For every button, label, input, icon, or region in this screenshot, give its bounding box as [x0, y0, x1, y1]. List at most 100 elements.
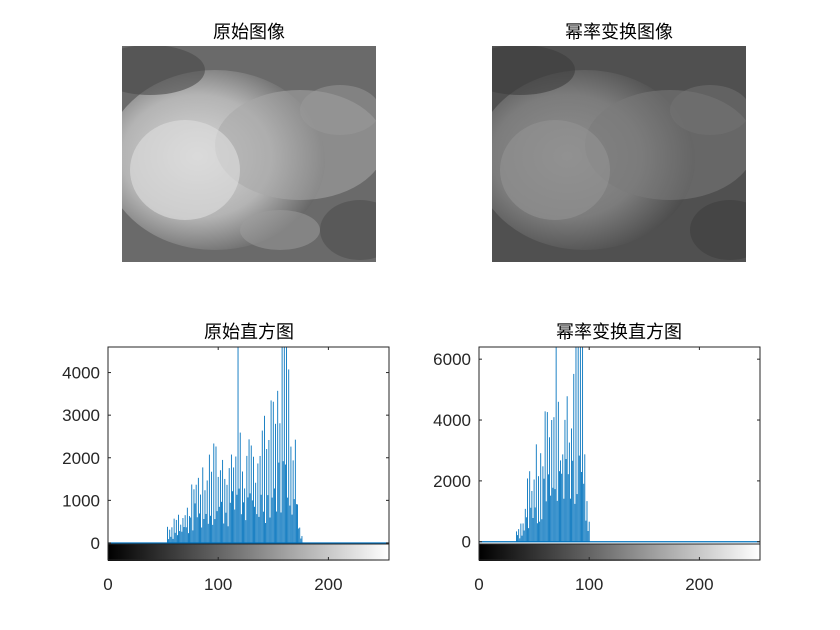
histogram-bar-original: [184, 515, 186, 543]
histogram-bar-original: [176, 535, 178, 543]
histogram-bar-power-law: [555, 347, 557, 542]
histogram-bar-power-law: [542, 466, 544, 542]
histogram-bar-original: [189, 516, 190, 543]
histogram-original: 原始直方图 0 1000 2000 3000 4000 0 100 200: [62, 322, 390, 594]
histogram-bar-original: [300, 538, 302, 543]
histogram-bar-original: [169, 529, 171, 543]
histogram-bars-power-law: [479, 347, 760, 543]
histogram-bar-power-law: [533, 479, 535, 542]
histogram-bar-original: [200, 494, 201, 543]
histogram-bar-original: [222, 459, 224, 543]
axes-box-original: [107, 346, 390, 561]
histogram-bar-power-law: [518, 529, 520, 542]
histogram-bar-power-law: [534, 507, 536, 542]
x-tick-label: 200: [685, 575, 713, 594]
histogram-bar-original: [194, 503, 196, 543]
histogram-bar-original: [275, 423, 276, 543]
histogram-bar-original: [212, 524, 214, 543]
histogram-bar-original: [227, 526, 229, 543]
histogram-bar-original: [186, 507, 188, 543]
histogram-power-law: 幂率变换直方图 0 2000 4000 6000 0 100 200: [433, 322, 761, 594]
histogram-bar-original: [178, 514, 179, 543]
histogram-bar-original: [267, 495, 269, 543]
histogram-bar-power-law: [553, 417, 555, 542]
histogram-bar-original: [219, 470, 221, 543]
histogram-bar-power-law: [575, 347, 577, 542]
histogram-bar-power-law: [540, 453, 542, 542]
histogram-bar-original: [223, 523, 225, 543]
histogram-bar-original: [301, 536, 303, 543]
histogram-bar-power-law: [576, 494, 578, 542]
histogram-bar-original: [284, 464, 286, 543]
histogram-bar-power-law: [535, 444, 537, 542]
histogram-bar-original: [276, 511, 278, 543]
histogram-bar-original: [272, 401, 274, 543]
histogram-bar-power-law: [532, 517, 534, 542]
histogram-bar-original: [235, 456, 237, 543]
histogram-bar-original: [295, 504, 297, 543]
histogram-bar-original: [197, 477, 199, 543]
histogram-bar-power-law: [523, 530, 525, 542]
histogram-bar-power-law: [556, 500, 558, 542]
x-tick-label: 0: [103, 575, 112, 594]
histogram-bar-original: [283, 347, 285, 543]
histogram-bar-power-law: [521, 535, 523, 542]
histogram-bar-original: [265, 523, 267, 543]
histogram-bar-original: [185, 527, 187, 543]
histogram-bar-original: [248, 439, 250, 543]
histogram-bar-original: [238, 488, 240, 543]
histogram-bar-original: [202, 467, 204, 543]
histogram-bar-original: [257, 463, 259, 543]
histogram-bar-original: [247, 497, 249, 543]
image-panel-original: 原始图像: [122, 22, 376, 262]
histogram-bar-original: [244, 488, 246, 543]
histogram-bar-power-law: [522, 523, 524, 542]
histogram-bar-original: [191, 484, 193, 543]
histogram-bar-power-law: [530, 507, 532, 542]
histogram-bar-original: [180, 524, 182, 543]
histogram-bar-power-law: [517, 535, 519, 542]
histogram-bar-original: [299, 527, 301, 543]
histogram-bar-original: [254, 506, 255, 543]
histogram-title-power-law: 幂率变换直方图: [556, 322, 682, 343]
histogram-bar-power-law: [549, 437, 550, 542]
histogram-bar-power-law: [582, 347, 584, 542]
histogram-bar-original: [278, 462, 280, 543]
histogram-bar-original: [264, 415, 265, 543]
y-tick-label: 1000: [62, 491, 100, 510]
histogram-bar-power-law: [545, 501, 547, 542]
histogram-bar-power-law: [544, 411, 546, 542]
histogram-bar-original: [199, 513, 200, 543]
histogram-bar-power-law: [550, 495, 552, 542]
original-image: [122, 46, 376, 262]
histogram-bar-original: [171, 527, 173, 543]
histogram-bar-original: [286, 347, 287, 543]
histogram-bar-original: [292, 460, 294, 543]
histogram-bar-original: [240, 514, 242, 543]
histogram-bar-original: [196, 517, 198, 543]
colorbar-power-law: [479, 544, 760, 561]
histogram-bar-power-law: [581, 471, 582, 542]
histogram-bar-original: [228, 468, 230, 543]
histogram-bar-original: [280, 512, 282, 543]
histogram-bar-original: [294, 439, 296, 543]
histogram-bar-power-law: [579, 347, 581, 542]
histogram-bar-power-law: [527, 478, 528, 542]
histogram-bar-original: [213, 443, 215, 543]
x-tick-label: 100: [204, 575, 232, 594]
histogram-bar-original: [268, 440, 270, 543]
histogram-bar-original: [236, 494, 238, 543]
histogram-title-original: 原始直方图: [204, 322, 294, 343]
histogram-bar-power-law: [577, 347, 579, 542]
histogram-bar-original: [232, 491, 233, 543]
histogram-bar-original: [260, 494, 262, 543]
histogram-bar-original: [226, 484, 228, 543]
histogram-bar-original: [249, 493, 251, 543]
histogram-bar-original: [269, 517, 271, 543]
histogram-bar-original: [214, 519, 216, 543]
histogram-bar-power-law: [583, 483, 585, 542]
histogram-bar-original: [206, 480, 208, 543]
histogram-bar-power-law: [559, 471, 560, 542]
histogram-bar-original: [233, 467, 235, 543]
histogram-bar-original: [266, 449, 268, 543]
